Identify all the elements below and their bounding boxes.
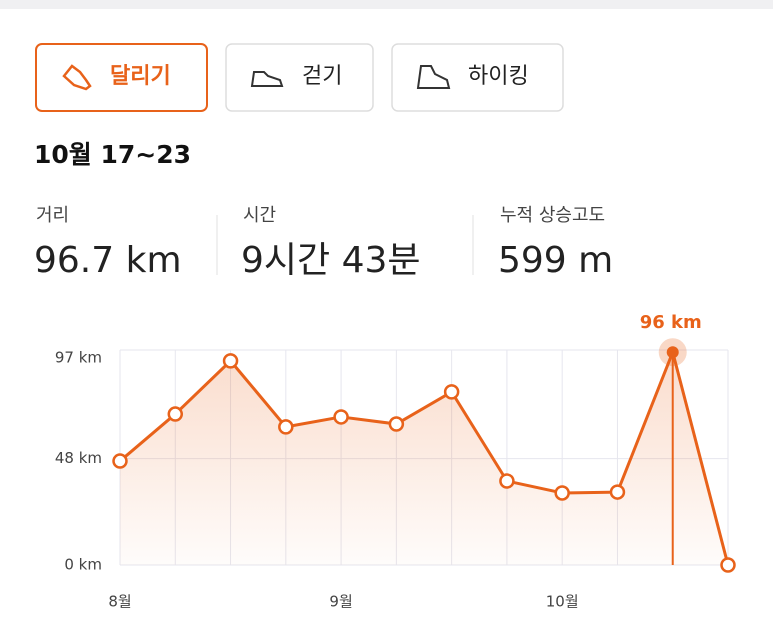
y-tick-label: 97 km [55,349,102,367]
tab-label: 걷기 [302,64,342,89]
stat-value: 9시간 43분 [241,240,421,281]
line [119,350,730,566]
stat-label: 누적 상승고도 [500,205,605,226]
y-tick-label: 0 km [64,556,102,574]
top-strip [0,0,773,9]
week-title: 10월 17~23 [34,140,191,169]
point [443,384,460,400]
stat-label: 거리 [36,205,69,226]
tab[interactable]: 달리기 [35,43,208,112]
stat-value: 96.7 km [34,240,182,281]
x-tick-label: 10월 [546,593,579,611]
tab-frame [225,43,374,112]
point [222,353,239,369]
hike-icon [416,65,451,89]
walk-icon [250,71,284,87]
tab-frame [35,43,208,112]
tab-label: 하이킹 [468,64,529,89]
point [499,473,515,489]
x-tick-label: 9월 [329,593,352,611]
point [554,485,570,501]
tab[interactable]: 걷기 [225,43,374,112]
point [666,346,679,359]
run-icon [62,64,92,91]
stat-value: 599 m [498,240,613,281]
point [388,416,405,432]
area [120,352,728,565]
stat-label: 시간 [243,205,276,226]
value-label: 96 km [640,312,702,333]
point [112,453,128,469]
point [333,409,349,425]
tab-frame [391,43,564,112]
point [609,484,626,500]
tab-label: 달리기 [110,64,171,89]
point [278,419,294,435]
point [720,557,736,573]
tab[interactable]: 하이킹 [391,43,564,112]
chart: 8월 9월 10월 0 km 48 km 97 km 96 km [55,312,736,611]
y-tick-label: 48 km [55,449,102,467]
x-tick-label: 8월 [108,593,131,611]
point [167,406,184,422]
